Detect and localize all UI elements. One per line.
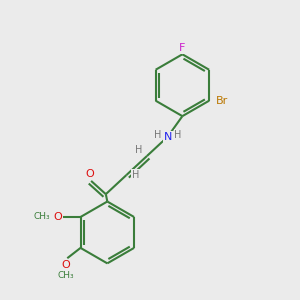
Text: H: H — [174, 130, 182, 140]
Text: F: F — [179, 43, 186, 53]
Text: N: N — [164, 132, 172, 142]
Text: Br: Br — [215, 96, 228, 106]
Text: CH₃: CH₃ — [34, 212, 51, 221]
Text: H: H — [132, 170, 140, 180]
Text: CH₃: CH₃ — [58, 271, 74, 280]
Text: O: O — [54, 212, 62, 222]
Text: O: O — [61, 260, 70, 270]
Text: H: H — [154, 130, 161, 140]
Text: H: H — [134, 145, 142, 155]
Text: O: O — [85, 169, 94, 179]
